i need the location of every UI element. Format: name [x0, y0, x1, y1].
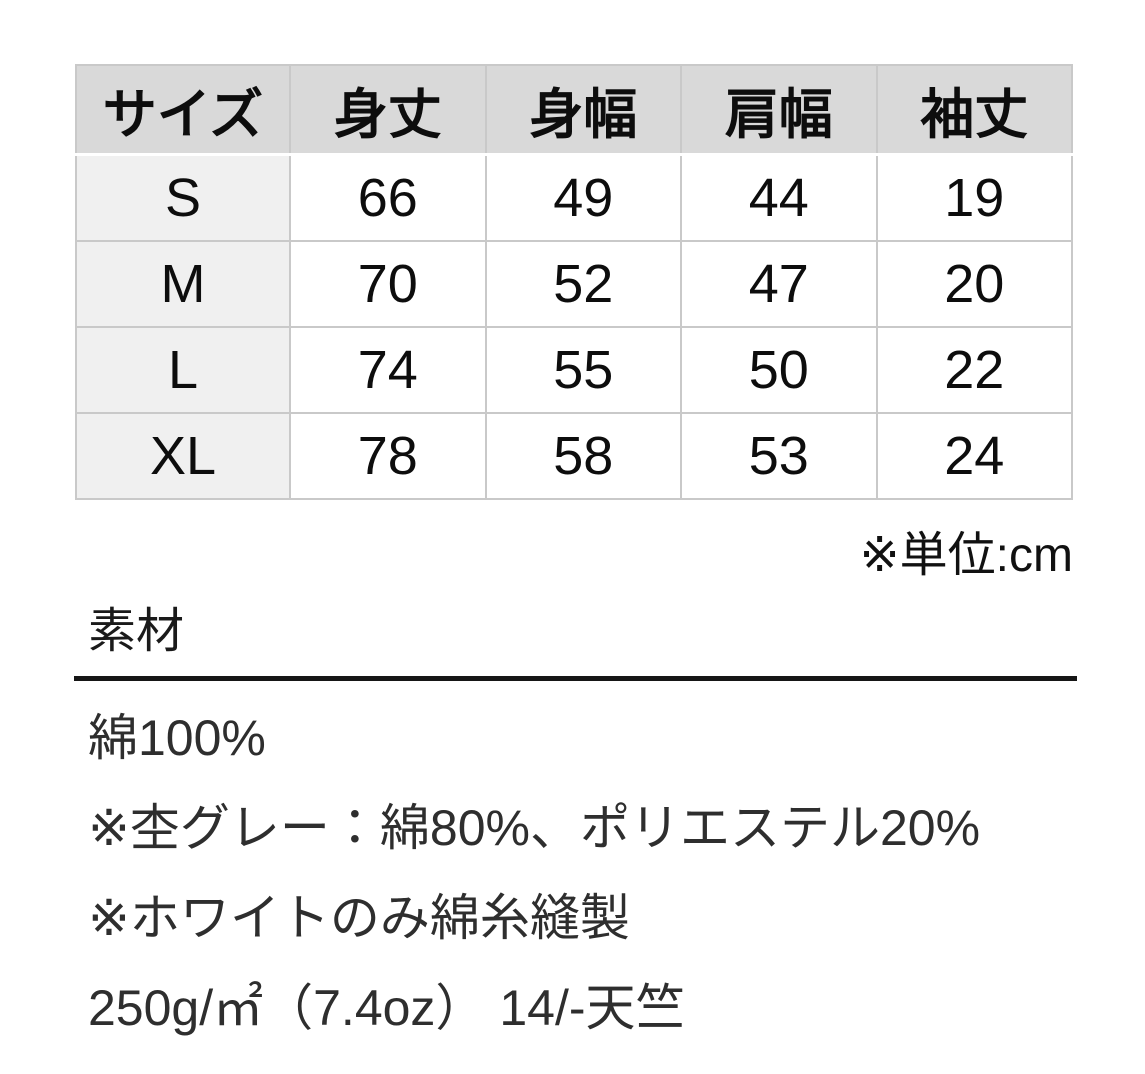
measurement-cell: 50 — [680, 326, 878, 414]
material-line: 綿100% — [88, 710, 266, 766]
size-table-header-row: サイズ 身丈 身幅 肩幅 袖丈 — [75, 64, 1073, 156]
size-cell: L — [75, 326, 291, 414]
material-line: ※ホワイトのみ綿糸縫製 — [88, 890, 630, 946]
size-cell: XL — [75, 412, 291, 500]
column-header: 袖丈 — [875, 64, 1073, 156]
unit-note: ※単位:cm — [859, 529, 1073, 582]
table-row: M 70 52 47 20 — [75, 240, 1073, 328]
measurement-cell: 22 — [875, 326, 1073, 414]
measurement-cell: 66 — [289, 153, 487, 242]
measurement-cell: 24 — [875, 412, 1073, 500]
table-row: L 74 55 50 22 — [75, 326, 1073, 414]
measurement-cell: 20 — [875, 240, 1073, 328]
measurement-cell: 55 — [484, 326, 682, 414]
column-header: サイズ — [75, 64, 291, 156]
measurement-cell: 52 — [484, 240, 682, 328]
size-cell: M — [75, 240, 291, 328]
measurement-cell: 58 — [484, 412, 682, 500]
measurement-cell: 74 — [289, 326, 487, 414]
measurement-cell: 70 — [289, 240, 487, 328]
material-line: ※杢グレー：綿80%、ポリエステル20% — [88, 800, 981, 856]
column-header: 身丈 — [289, 64, 487, 156]
material-line: 250g/㎡（7.4oz） 14/-天竺 — [88, 980, 686, 1036]
column-header: 肩幅 — [680, 64, 878, 156]
heading-rule — [74, 676, 1077, 681]
measurement-cell: 78 — [289, 412, 487, 500]
size-cell: S — [75, 153, 291, 242]
table-row: XL 78 58 53 24 — [75, 412, 1073, 500]
measurement-cell: 44 — [680, 153, 878, 242]
size-table: サイズ 身丈 身幅 肩幅 袖丈 S 66 49 44 19 M 70 52 47 20 L 74 55 50 22 X… — [75, 64, 1073, 500]
measurement-cell: 49 — [484, 153, 682, 242]
material-heading: 素材 — [88, 605, 185, 658]
size-table-body: S 66 49 44 19 M 70 52 47 20 L 74 55 50 22 XL 78 58 53 24 — [75, 153, 1073, 500]
measurement-cell: 47 — [680, 240, 878, 328]
measurement-cell: 53 — [680, 412, 878, 500]
material-section: 素材 綿100% ※杢グレー：綿80%、ポリエステル20% ※ホワイトのみ綿糸縫製 2… — [74, 602, 1077, 1039]
column-header: 身幅 — [484, 64, 682, 156]
material-lines: 綿100% ※杢グレー：綿80%、ポリエステル20% ※ホワイトのみ綿糸縫製 250g… — [74, 707, 1077, 1039]
measurement-cell: 19 — [875, 153, 1073, 242]
table-row: S 66 49 44 19 — [75, 153, 1073, 242]
